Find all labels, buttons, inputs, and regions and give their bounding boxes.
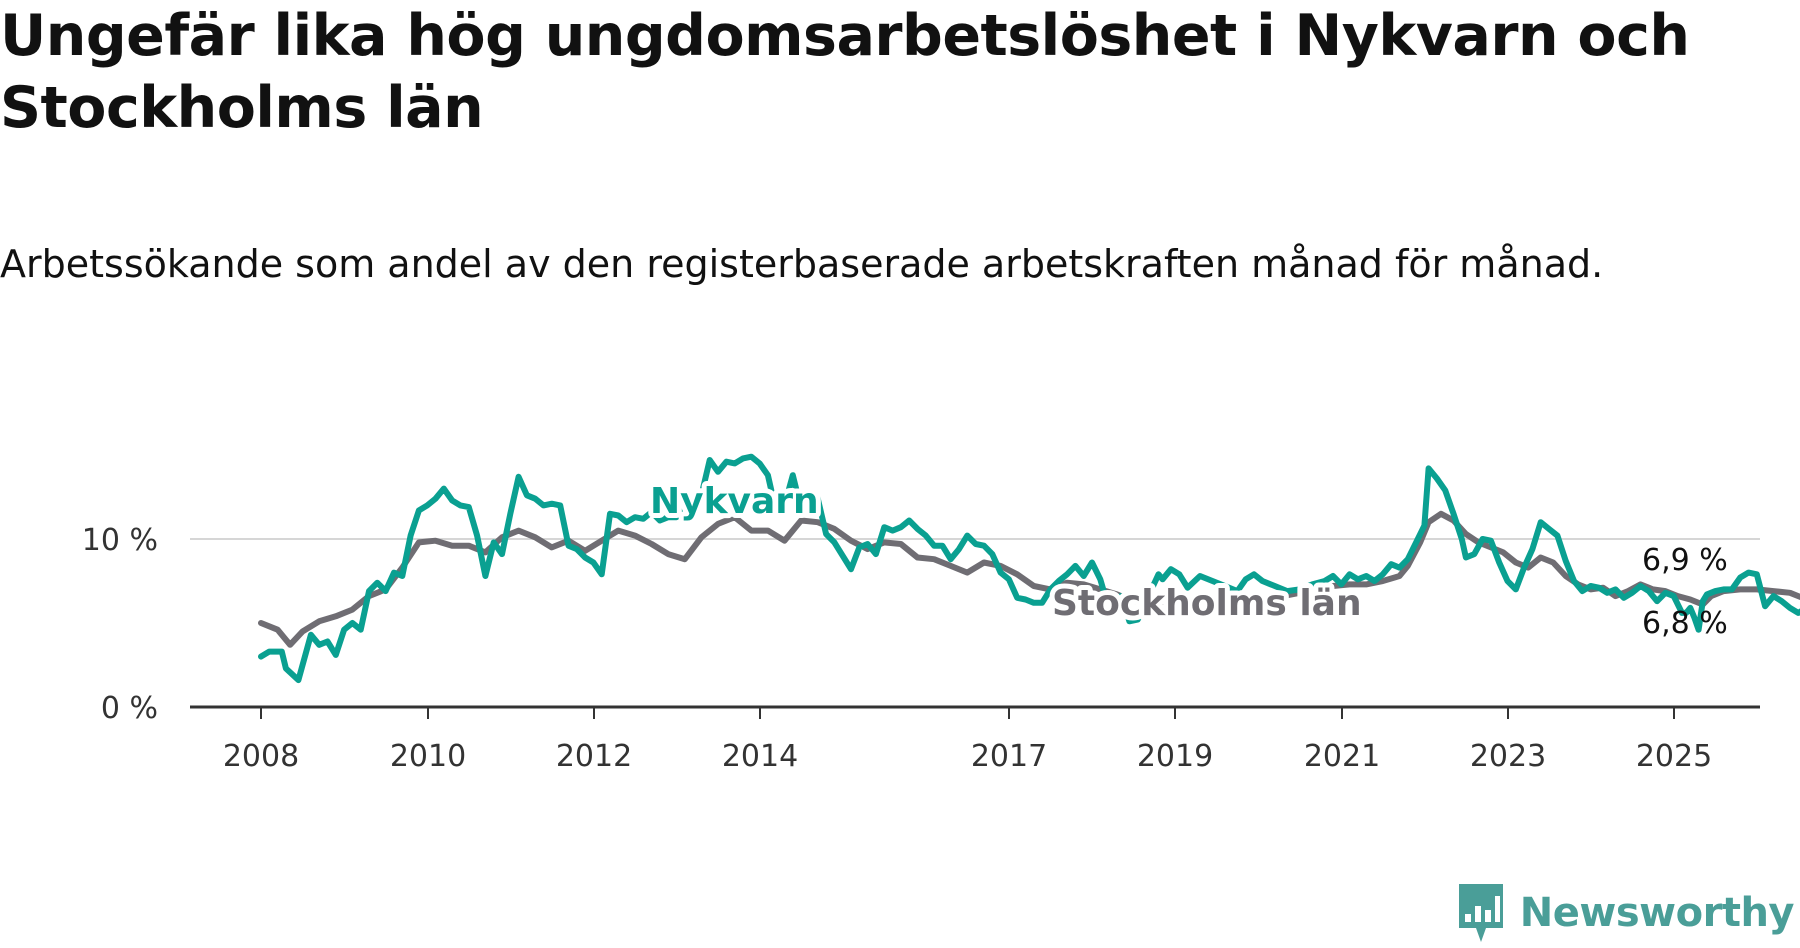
- series-labels: Nykvarn Stockholms län 6,9 % 6,8 %: [645, 476, 1728, 641]
- series-lines: [258, 453, 1800, 684]
- series-line-stockholm: [258, 510, 1800, 648]
- y-tick-label: 0 %: [101, 691, 158, 726]
- x-tick-label: 2014: [722, 739, 798, 774]
- x-tick-label: 2017: [971, 739, 1047, 774]
- newsworthy-logo: Newsworthy: [1456, 878, 1795, 948]
- series-label-nykvarn: Nykvarn: [650, 481, 819, 522]
- x-tick-label: 2021: [1304, 739, 1380, 774]
- series-line-nykvarn: [258, 453, 1800, 684]
- line-chart: 0 % 10 % 2008 2010 2012 2014 2017 2019 2021 2023…: [82, 453, 1800, 774]
- x-tick-label: 2019: [1137, 739, 1213, 774]
- chart-subtitle: Arbetssökande som andel av den registerb…: [0, 242, 1604, 286]
- x-tick-label: 2023: [1470, 739, 1546, 774]
- x-tick-label: 2008: [223, 739, 299, 774]
- y-tick-label: 10 %: [82, 523, 158, 558]
- x-tick-label: 2012: [556, 739, 632, 774]
- x-tick-label: 2010: [390, 739, 466, 774]
- grid-layer: 0 % 10 %: [82, 523, 1760, 726]
- series-label-stockholm: Stockholms län: [1052, 583, 1362, 624]
- end-value-stockholm: 6,9 %: [1642, 543, 1728, 578]
- chart-title: Ungefär lika hög ungdomsarbetslöshet i N…: [0, 3, 1690, 141]
- end-value-nykvarn: 6,8 %: [1642, 606, 1728, 641]
- newsworthy-icon: [1458, 884, 1503, 942]
- x-tick-label: 2025: [1636, 739, 1712, 774]
- brand-name: Newsworthy: [1519, 890, 1795, 936]
- x-axis: 2008 2010 2012 2014 2017 2019 2021 2023 2025: [190, 705, 1760, 774]
